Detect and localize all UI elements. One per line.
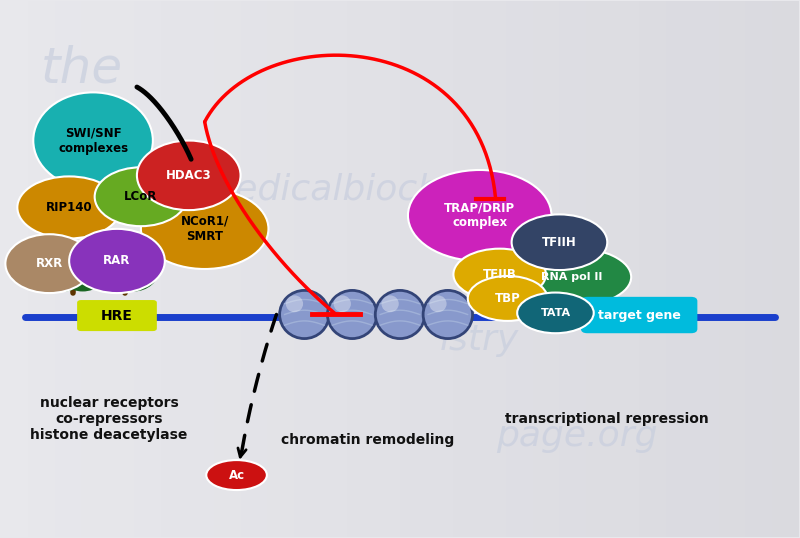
Text: the: the xyxy=(42,44,123,92)
Text: LCoR: LCoR xyxy=(124,190,158,203)
Bar xyxy=(54,2,81,536)
Bar xyxy=(533,2,559,536)
Bar xyxy=(2,2,28,536)
Bar xyxy=(506,2,533,536)
Bar xyxy=(28,2,54,536)
Ellipse shape xyxy=(327,291,377,338)
Text: page.org: page.org xyxy=(496,419,657,453)
Ellipse shape xyxy=(375,291,425,338)
Ellipse shape xyxy=(280,291,329,338)
Text: HDAC3: HDAC3 xyxy=(166,169,211,182)
Ellipse shape xyxy=(286,295,303,312)
Bar xyxy=(81,2,108,536)
Ellipse shape xyxy=(94,167,187,226)
Ellipse shape xyxy=(423,291,473,338)
Text: medicalbiochem: medicalbiochem xyxy=(201,173,498,207)
Ellipse shape xyxy=(38,246,89,292)
Ellipse shape xyxy=(512,215,607,270)
Text: RNA pol II: RNA pol II xyxy=(541,272,602,282)
Text: istry: istry xyxy=(440,322,519,357)
Text: nuclear receptors
co-repressors
histone deacetylase: nuclear receptors co-repressors histone … xyxy=(30,395,188,442)
Ellipse shape xyxy=(137,140,241,210)
Text: TFIIH: TFIIH xyxy=(542,236,577,249)
Bar xyxy=(161,2,187,536)
Bar xyxy=(719,2,746,536)
FancyBboxPatch shape xyxy=(581,297,698,333)
Bar xyxy=(214,2,241,536)
Text: HRE: HRE xyxy=(101,309,133,323)
Ellipse shape xyxy=(108,246,159,292)
Text: TBP: TBP xyxy=(494,292,521,305)
Text: TATA: TATA xyxy=(540,308,570,318)
Bar xyxy=(666,2,692,536)
Bar xyxy=(613,2,639,536)
Text: Ac: Ac xyxy=(229,469,245,482)
Bar xyxy=(187,2,214,536)
Bar xyxy=(453,2,480,536)
Text: SWI/SNF
complexes: SWI/SNF complexes xyxy=(58,126,128,154)
Bar xyxy=(426,2,453,536)
Ellipse shape xyxy=(206,460,267,490)
Text: target gene: target gene xyxy=(598,308,681,322)
Ellipse shape xyxy=(408,170,551,261)
Bar xyxy=(586,2,613,536)
Ellipse shape xyxy=(430,295,446,312)
Ellipse shape xyxy=(69,229,165,293)
Ellipse shape xyxy=(517,293,594,333)
Bar xyxy=(294,2,320,536)
Bar xyxy=(692,2,719,536)
Ellipse shape xyxy=(34,93,153,189)
Text: TRAP/DRIP
complex: TRAP/DRIP complex xyxy=(444,201,515,230)
Text: RAR: RAR xyxy=(103,254,130,267)
Bar xyxy=(639,2,666,536)
Ellipse shape xyxy=(6,234,93,293)
Bar xyxy=(400,2,426,536)
Bar xyxy=(320,2,347,536)
Ellipse shape xyxy=(512,247,631,307)
Ellipse shape xyxy=(141,189,269,269)
Ellipse shape xyxy=(468,276,547,321)
Text: transcriptional repression: transcriptional repression xyxy=(506,412,709,426)
Ellipse shape xyxy=(89,246,140,292)
Text: RXR: RXR xyxy=(35,257,63,270)
Bar xyxy=(772,2,798,536)
Bar xyxy=(374,2,400,536)
Bar xyxy=(347,2,374,536)
Bar xyxy=(267,2,294,536)
Text: TFIIB: TFIIB xyxy=(482,268,517,281)
Bar xyxy=(480,2,506,536)
Text: RIP140: RIP140 xyxy=(46,201,93,214)
Ellipse shape xyxy=(18,176,121,238)
Text: chromatin remodeling: chromatin remodeling xyxy=(282,433,454,447)
Ellipse shape xyxy=(334,295,351,312)
Ellipse shape xyxy=(382,295,398,312)
FancyBboxPatch shape xyxy=(77,300,157,331)
Bar xyxy=(108,2,134,536)
Text: NCoR1/
SMRT: NCoR1/ SMRT xyxy=(181,215,229,243)
Bar xyxy=(241,2,267,536)
Bar xyxy=(746,2,772,536)
Bar xyxy=(134,2,161,536)
Ellipse shape xyxy=(454,249,546,300)
Ellipse shape xyxy=(57,246,108,292)
Bar xyxy=(559,2,586,536)
